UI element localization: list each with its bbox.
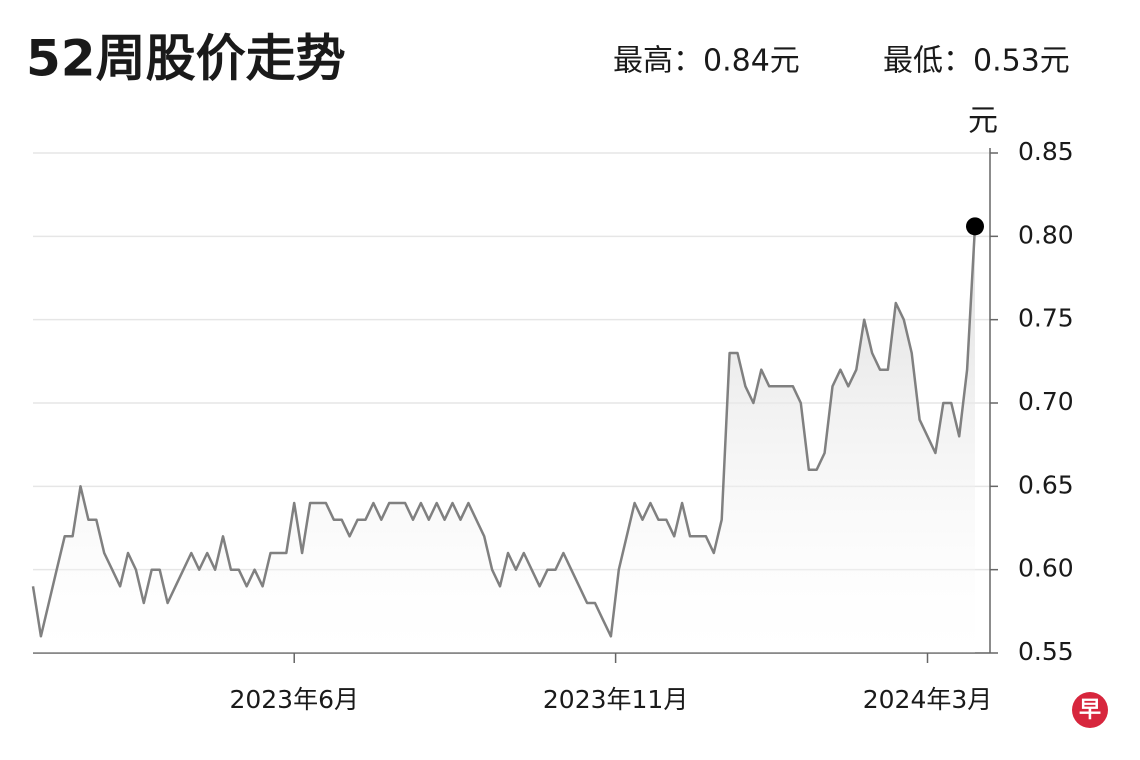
x-tick-label: 2024年3月 (863, 685, 993, 714)
price-line (31, 226, 977, 638)
y-tick-label: 0.55 (1018, 637, 1074, 666)
last-point (966, 217, 984, 236)
y-axis-label: 元 (968, 104, 998, 139)
y-tick-label: 0.85 (1018, 137, 1074, 166)
y-tick-label: 0.60 (1018, 554, 1074, 583)
low-label: 最低：0.53元 (883, 44, 1070, 79)
y-tick-label: 0.70 (1018, 387, 1074, 416)
logo-badge (1072, 692, 1108, 728)
y-tick-label: 0.65 (1018, 470, 1074, 499)
plot: 0.55 0.60 0.65 0.70 0.75 0.80 0.85 2023年6月 2023年… (31, 137, 1074, 714)
x-tick-label: 2023年11月 (543, 685, 688, 714)
area (33, 226, 975, 654)
logo: 早 (1079, 698, 1101, 723)
y-tick-label: 0.75 (1018, 304, 1074, 333)
chart-title: 52周股价走势 (26, 30, 346, 88)
x-tick-label: 2023年6月 (229, 685, 359, 714)
high-label: 最高：0.84元 (613, 44, 800, 79)
y-tick-label: 0.80 (1018, 220, 1074, 249)
